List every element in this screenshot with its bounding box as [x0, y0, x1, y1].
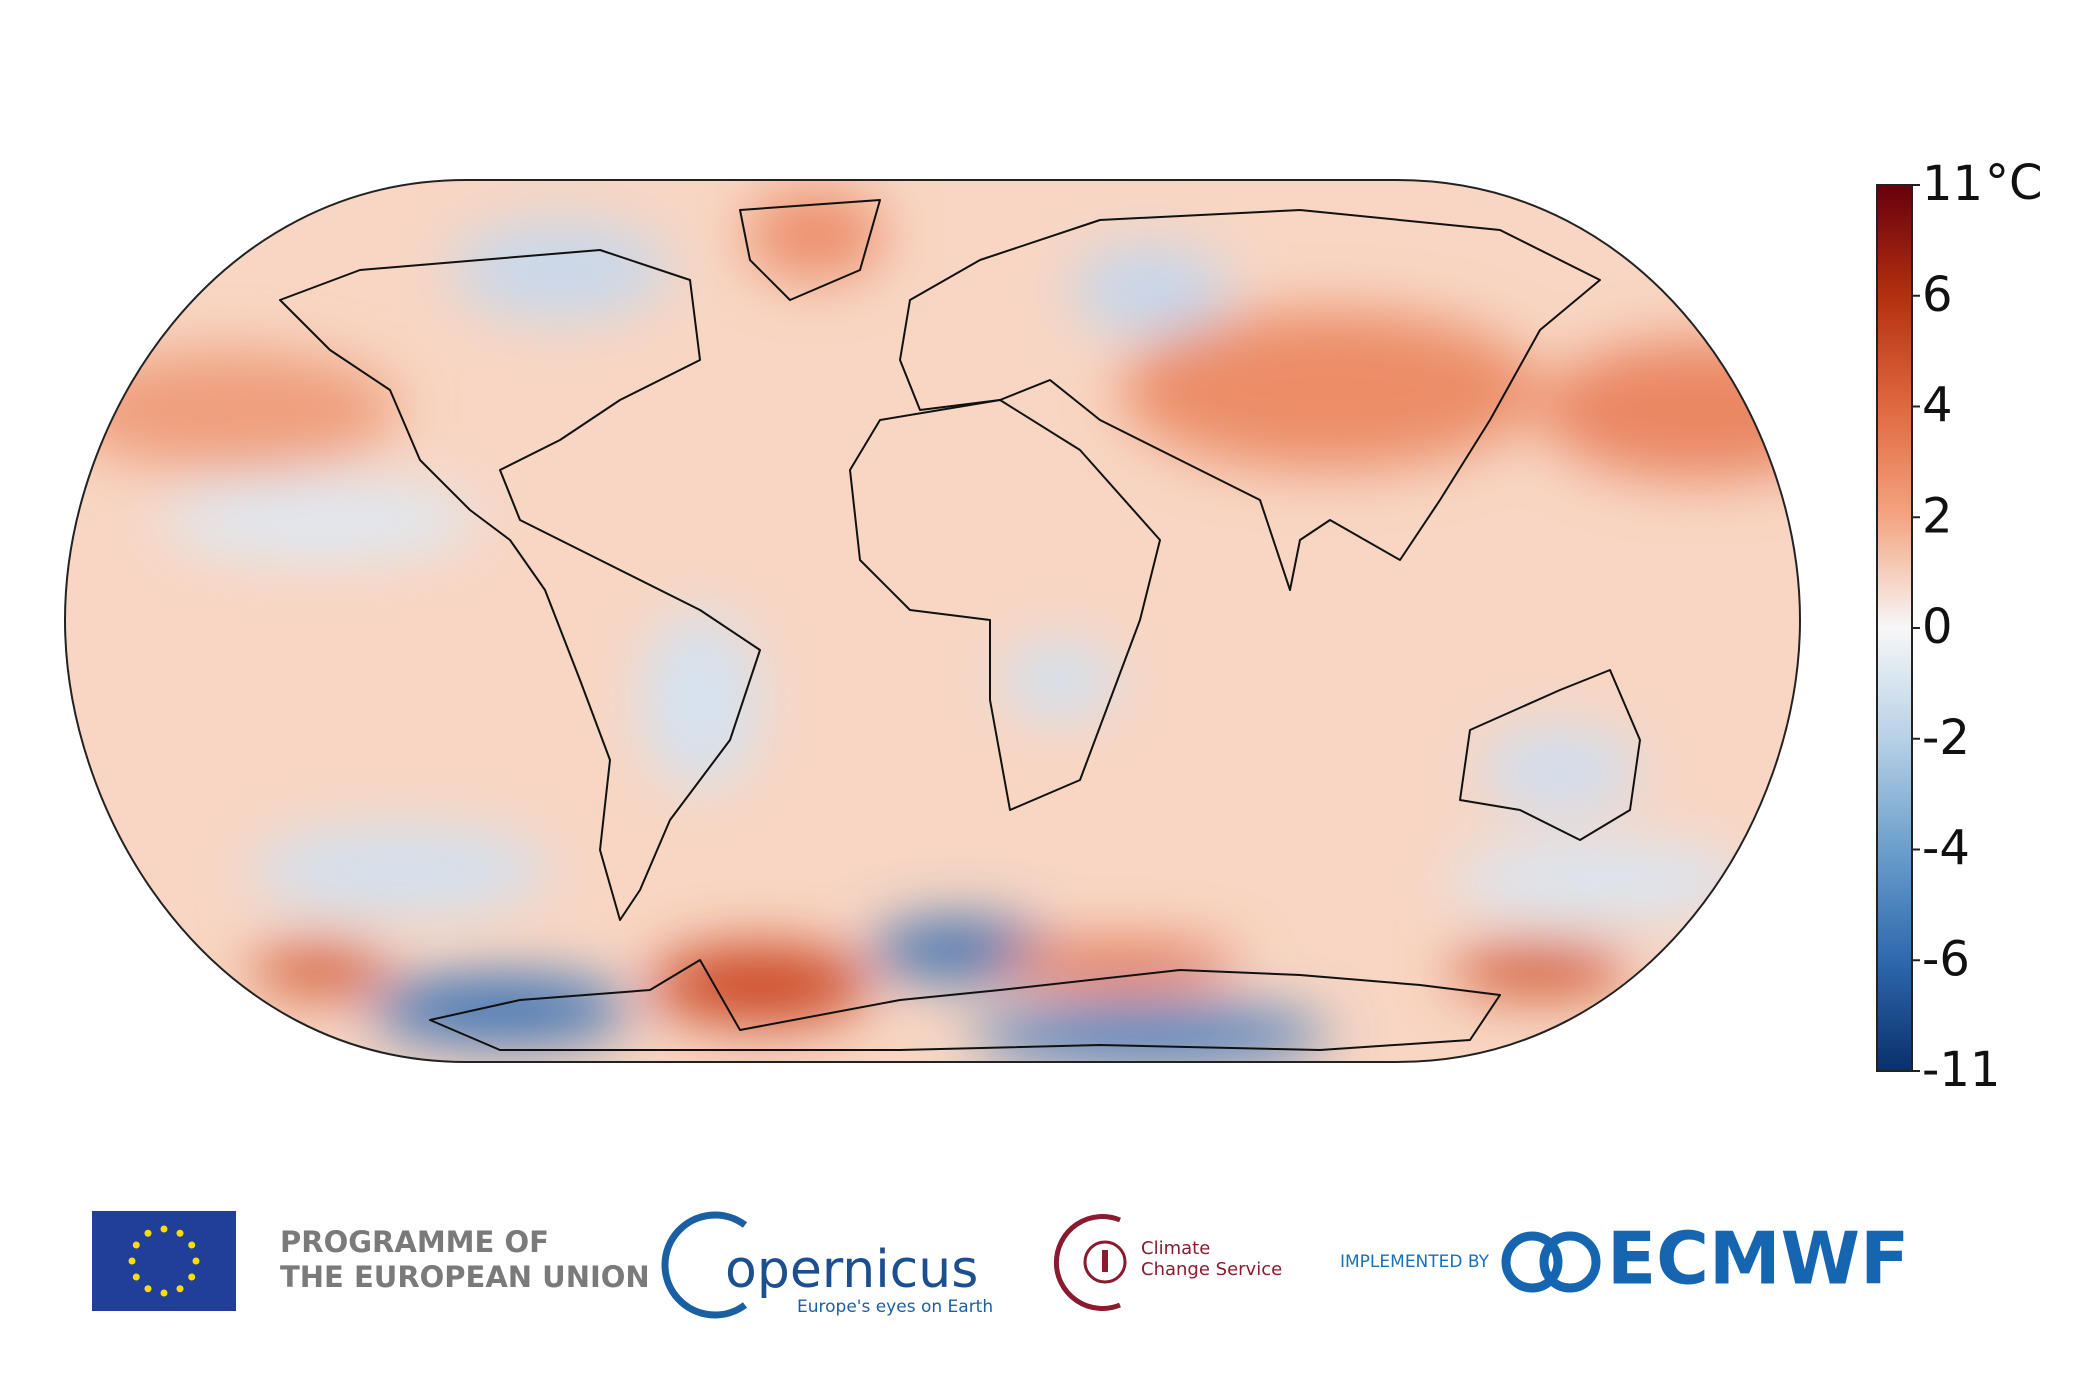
eurasia-outline — [899, 209, 1601, 591]
copernicus-tagline: Europe's eyes on Earth — [797, 1297, 993, 1317]
colorbar-tick-label: -6 — [1922, 931, 1970, 987]
copernicus-text: opernicus — [725, 1240, 978, 1300]
c3s-thermometer — [1102, 1250, 1108, 1272]
colorbar-tick-label: 11 — [1922, 156, 1983, 212]
greenland-outline — [739, 199, 881, 301]
c3s-cloud — [1083, 1240, 1127, 1284]
colorbar: °C 11 6 4 2 0 -2 -4 -6 -11 — [1876, 155, 2043, 1098]
c3s-arc — [1053, 1214, 1121, 1311]
colorbar-tick-label: -11 — [1922, 1042, 2000, 1098]
eu-text: PROGRAMME OF — [280, 1225, 549, 1259]
map — [63, 179, 1802, 1063]
c3s-text: Climate — [1141, 1238, 1210, 1259]
colorbar-bar — [1876, 184, 1913, 1072]
implemented-by: IMPLEMENTED BY — [1340, 1252, 1490, 1272]
antarctica-outline — [429, 959, 1501, 1051]
ecmwf-icon — [1501, 1231, 1601, 1293]
colorbar-tick-label: 0 — [1922, 599, 1953, 655]
africa-outline — [849, 399, 1161, 811]
eu-text: THE EUROPEAN UNION — [280, 1260, 650, 1294]
map-frame — [63, 179, 1802, 1063]
c3s-text: Change Service — [1141, 1259, 1282, 1280]
australia-outline — [1459, 669, 1641, 841]
copernicus-c — [661, 1211, 748, 1319]
colorbar-tick-label: 4 — [1922, 378, 1953, 434]
colorbar-tick-label: 2 — [1922, 488, 1953, 544]
eu-stars — [128, 1225, 200, 1297]
colorbar-tick-label: 6 — [1922, 267, 1953, 323]
americas-outline — [279, 249, 761, 921]
logos: PROGRAMME OF THE EUROPEAN UNION opernicu… — [92, 1211, 1909, 1319]
colorbar-tick-label: -2 — [1922, 710, 1970, 766]
ecmwf-text: ECMWF — [1607, 1217, 1909, 1301]
colorbar-tick-label: -4 — [1922, 821, 1970, 877]
colorbar-unit: °C — [1985, 155, 2043, 211]
